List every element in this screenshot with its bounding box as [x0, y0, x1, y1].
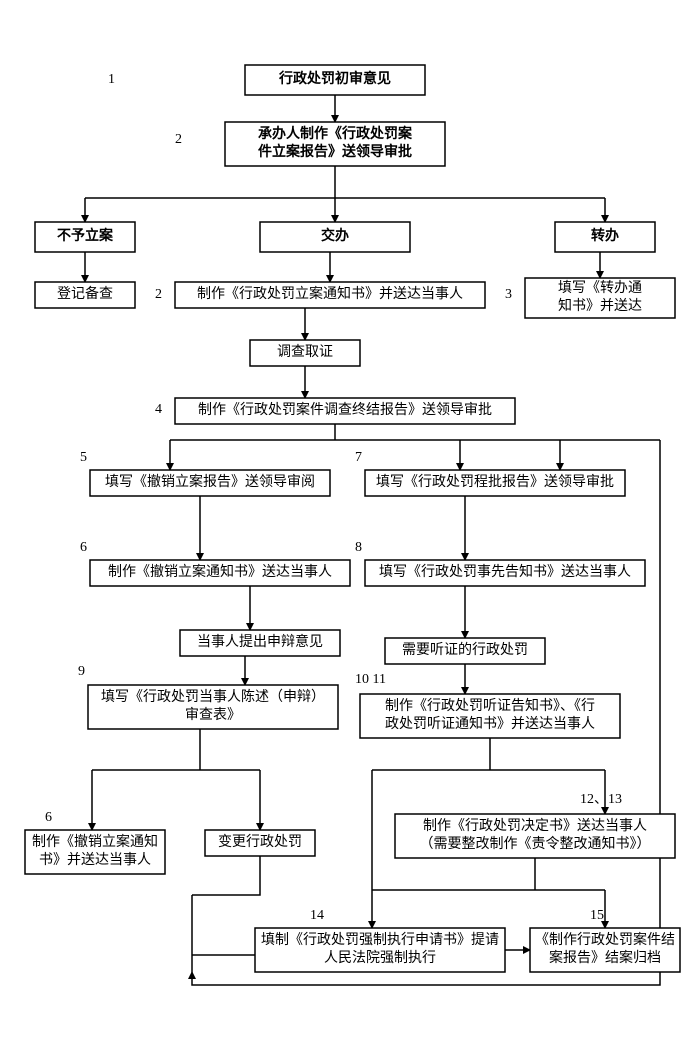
node-label: 调查取证: [277, 344, 333, 360]
step-number: 6: [45, 810, 52, 825]
flow-node-n8a: 制作《撤销立案通知书》送达当事人: [90, 560, 350, 586]
node-label: 制作《行政处罚案件调查终结报告》送领导审批: [198, 401, 492, 418]
node-label: 需要听证的行政处罚: [402, 642, 528, 658]
flow-node-n1: 行政处罚初审意见: [245, 65, 425, 95]
step-number: 4: [155, 402, 162, 417]
flow-node-n4a: 登记备查: [35, 282, 135, 308]
flow-node-n4c: 填写《转办通知书》并送达: [525, 278, 675, 318]
step-number: 8: [355, 540, 362, 555]
flow-node-n14a: 填制《行政处罚强制执行申请书》提请人民法院强制执行: [255, 928, 505, 972]
node-label: 填写《行政处罚程批报告》送领导审批: [376, 474, 614, 490]
node-label: 填写《行政处罚当事人陈述（申辩）: [101, 688, 325, 705]
node-label: 行政处罚初审意见: [278, 70, 391, 87]
step-number: 5: [80, 450, 87, 465]
flow-node-n7a: 填写《撤销立案报告》送领导审阅: [90, 470, 330, 496]
node-label: 知书》并送达: [558, 297, 642, 314]
step-number: 6: [80, 540, 87, 555]
flow-node-n3b: 交办: [260, 222, 410, 252]
step-number: 10 11: [355, 672, 386, 687]
node-label: 政处罚听证通知书》并送达当事人: [385, 715, 595, 732]
flow-node-n14b: 《制作行政处罚案件结案报告》结案归档: [530, 928, 680, 972]
step-number: 2: [175, 132, 182, 147]
flow-node-n3a: 不予立案: [35, 222, 135, 252]
step-number: 15: [590, 908, 604, 923]
flow-node-n12: 制作《行政处罚听证告知书》、《行政处罚听证通知书》并送达当事人: [360, 694, 620, 738]
step-number: 7: [355, 450, 362, 465]
node-label: 案报告》结案归档: [549, 949, 661, 966]
node-label: 登记备查: [57, 285, 113, 302]
flow-node-n6: 制作《行政处罚案件调查终结报告》送领导审批: [175, 398, 515, 424]
node-label: 制作《行政处罚立案通知书》并送达当事人: [197, 285, 463, 302]
flow-node-n13c: 制作《行政处罚决定书》送达当事人（需要整改制作《责令整改通知书》）: [395, 814, 675, 858]
flow-node-n7b: 填写《行政处罚程批报告》送领导审批: [365, 470, 625, 496]
flow-edge: [192, 856, 260, 895]
node-label: 件立案报告》送领导审批: [258, 143, 412, 160]
flow-node-n8b: 填写《行政处罚事先告知书》送达当事人: [365, 560, 645, 586]
node-label: 制作《行政处罚听证告知书》、《行: [385, 697, 595, 714]
node-label: 制作《撤销立案通知书》送达当事人: [108, 563, 332, 580]
flow-node-n10: 填写《行政处罚当事人陈述（申辩） 审查表》: [88, 685, 338, 729]
step-number: 1: [108, 72, 115, 87]
node-label: 制作《撤销立案通知: [32, 833, 158, 850]
flow-node-n4b: 制作《行政处罚立案通知书》并送达当事人: [175, 282, 485, 308]
flow-node-n3c: 转办: [555, 222, 655, 252]
flow-node-n13a: 制作《撤销立案通知书》并送达当事人: [25, 830, 165, 874]
step-number: 12、13: [580, 792, 622, 807]
node-label: 不予立案: [57, 227, 114, 244]
node-label: 交办: [321, 227, 349, 244]
flow-node-n2: 承办人制作《行政处罚案件立案报告》送领导审批: [225, 122, 445, 166]
flow-node-n11: 需要听证的行政处罚: [385, 638, 545, 664]
step-number: 14: [310, 908, 324, 923]
node-label: 审查表》: [185, 707, 241, 723]
step-number: 2: [155, 287, 162, 302]
flowchart-canvas: 行政处罚初审意见承办人制作《行政处罚案件立案报告》送领导审批不予立案 交办 转办登记…: [0, 0, 697, 1050]
step-number: 3: [505, 287, 512, 302]
node-label: 转办: [591, 227, 619, 244]
node-label: 填写《转办通: [558, 280, 642, 296]
node-label: 承办人制作《行政处罚案: [258, 125, 413, 142]
node-label: 填写《撤销立案报告》送领导审阅: [105, 473, 315, 490]
node-label: 填制《行政处罚强制执行申请书》提请: [261, 932, 499, 948]
step-number: 9: [78, 664, 85, 679]
flow-node-n5: 调查取证: [250, 340, 360, 366]
node-label: 制作《行政处罚决定书》送达当事人: [423, 818, 647, 834]
node-label: 《制作行政处罚案件结: [535, 931, 675, 948]
node-label: 变更行政处罚: [218, 834, 302, 850]
flow-node-n9: 当事人提出申辩意见: [180, 630, 340, 656]
node-label: 书》并送达当事人: [39, 852, 151, 868]
node-label: （需要整改制作《责令整改通知书》）: [420, 835, 651, 852]
flow-node-n13b: 变更行政处罚: [205, 830, 315, 856]
node-label: 填写《行政处罚事先告知书》送达当事人: [379, 563, 631, 580]
node-label: 人民法院强制执行: [324, 950, 436, 966]
node-label: 当事人提出申辩意见: [197, 633, 323, 650]
